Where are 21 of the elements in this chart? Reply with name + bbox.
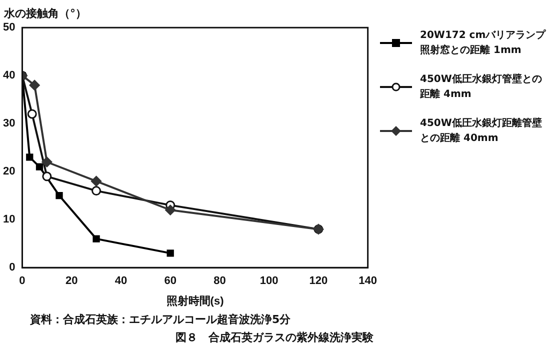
x-tick-label: 20 — [65, 275, 78, 288]
y-tick-label: 50 — [2, 22, 16, 34]
x-tick-label: 80 — [214, 275, 226, 288]
y-tick-label: 0 — [9, 262, 16, 274]
x-tick-label: 40 — [114, 275, 128, 288]
legend-label: 450W低圧水銀灯距離管壁との距離 40mm — [420, 116, 543, 146]
x-tick-label: 120 — [309, 275, 328, 288]
text: 図８ 合成石英ガラスの紫外線洗浄実験 — [174, 330, 374, 345]
text: 資料：合成石英族：エチルアルコール超音波洗浄5分 — [30, 312, 291, 327]
legend-label: 20W172 cmバリアランプ照射窓との距離 1mm — [420, 28, 547, 58]
y-tick-label: 40 — [2, 70, 16, 82]
x-tick-label: 60 — [164, 275, 176, 288]
y-tick-label: 20 — [2, 166, 16, 178]
y-tick-label: 10 — [2, 214, 16, 226]
legend-label: 450W低圧水銀灯管壁との距離 4mm — [420, 72, 543, 102]
x-tick-label: 100 — [260, 275, 278, 288]
x-tick-label: 140 — [358, 275, 378, 288]
x-axis-title: 照射時間(s) — [166, 294, 224, 308]
x-tick-label: 0 — [19, 275, 26, 288]
y-axis-title: 水の接触角（°） — [4, 6, 86, 21]
y-tick-label: 30 — [2, 118, 16, 130]
